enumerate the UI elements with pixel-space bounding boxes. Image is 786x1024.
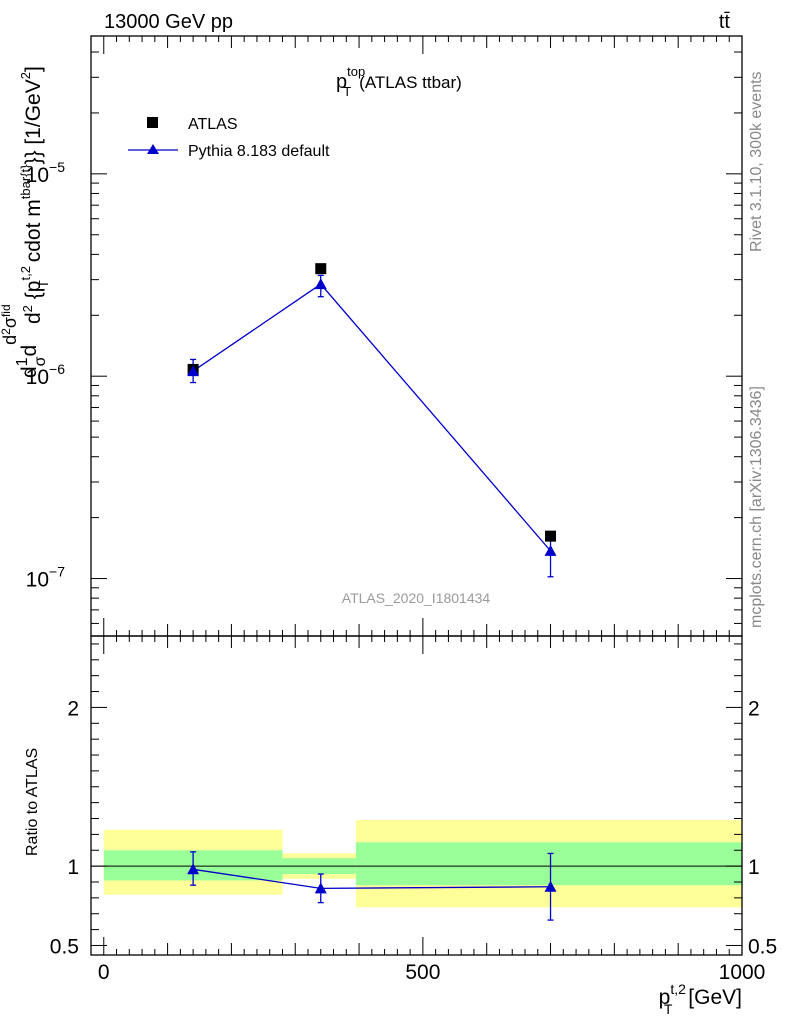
uncertainty-band-inner [355, 842, 742, 886]
plot-title: ptop T (ATLAS ttbar) [336, 64, 462, 99]
y-tick-label: 10−5 [26, 159, 66, 187]
analysis-id-label: ATLAS_2020_I1801434 [342, 590, 491, 606]
plot-title-suffix: (ATLAS ttbar) [359, 73, 462, 92]
rivet-version-label: Rivet 3.1.10, 300k events [748, 71, 765, 252]
pythia-data-point [314, 278, 327, 290]
ratio-y-tick-label-right: 1 [748, 856, 760, 879]
x-tick-label: 0 [98, 961, 110, 984]
main-y-axis-label-denominator: d2 {pt,2T cdot mtbar{t}}} [1/GeV2] [18, 66, 51, 324]
atlas-data-point [315, 263, 327, 275]
energy-label: 13000 GeV pp [104, 11, 233, 33]
process-label: tt̄ [719, 11, 731, 33]
main-panel: 10−5 10−6 10−7 [26, 35, 743, 637]
ratio-pythia-point [314, 882, 327, 894]
ratio-y-tick-label-right: 2 [748, 697, 760, 720]
x-tick-label: 500 [405, 961, 440, 984]
ratio-frame [90, 635, 743, 956]
main-y-axis-label: d1σdd2σfid [0, 304, 49, 378]
ratio-panel: 0.5 0.5 1 1 2 2 0 500 1000 [50, 635, 777, 984]
x-axis-label: pt,2 T [GeV] [659, 981, 742, 1017]
ratio-y-tick-label-left: 2 [67, 697, 79, 720]
plot-title-sub: T [343, 84, 351, 99]
ratio-pythia-point [544, 880, 557, 892]
y-tick-label: 10−7 [26, 564, 66, 592]
atlas-data-point [545, 530, 557, 542]
y-tick-label: 10−6 [26, 361, 66, 389]
pythia-series-line [192, 283, 552, 552]
ratio-y-tick-label-left: 1 [67, 856, 79, 879]
plot-title-p: p [336, 71, 347, 93]
pythia-data-point [544, 544, 557, 556]
mcplots-label: mcplots.cern.ch [arXiv:1306.3436] [748, 386, 765, 628]
legend-pythia-label: Pythia 8.183 default [188, 143, 330, 160]
legend-pythia-marker [147, 144, 159, 154]
ratio-y-tick-label-right: 0.5 [748, 935, 777, 958]
ratio-y-axis-label: Ratio to ATLAS [24, 748, 41, 856]
legend-atlas-label: ATLAS [188, 116, 238, 133]
ratio-pythia-point [187, 863, 200, 875]
pythia-data-point [187, 365, 200, 377]
x-tick-label: 1000 [719, 961, 766, 984]
ratio-y-tick-label-left: 0.5 [50, 935, 79, 958]
legend-atlas-marker [147, 117, 158, 128]
plot-title-sup: top [347, 64, 365, 79]
